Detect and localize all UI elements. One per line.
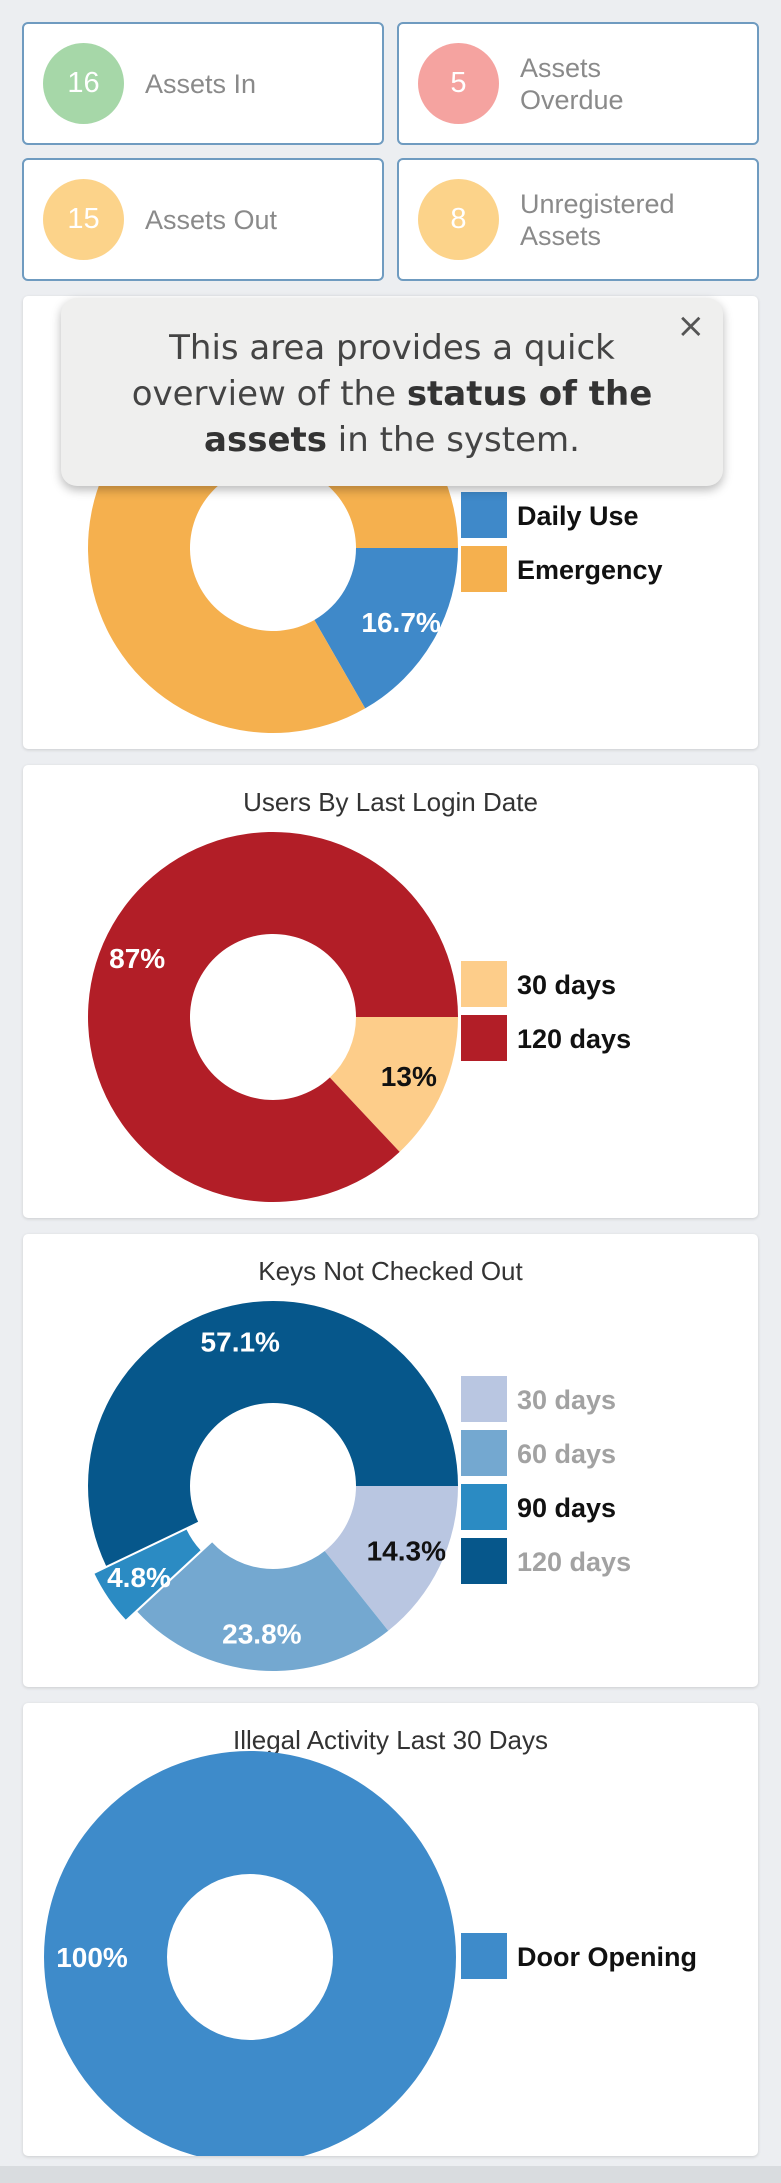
stat-card-assets-overdue[interactable]: 5 Assets Overdue: [397, 22, 759, 145]
legend-swatch[interactable]: [461, 961, 507, 1007]
chart-card-users-by-last-login: Users By Last Login Date 13% 87% 30 days 12…: [23, 765, 758, 1218]
stat-label: Assets In: [145, 68, 257, 99]
slice-label: 4.8%: [107, 1562, 171, 1593]
legend-label[interactable]: 30 days: [517, 970, 616, 1000]
slice-label: 13%: [381, 1061, 437, 1092]
chart-card-keys-not-checked-out: Keys Not Checked Out 14.3% 23.8% 4.8% 57.1%…: [23, 1234, 758, 1687]
legend-swatch[interactable]: [461, 546, 507, 592]
slice-30-days[interactable]: [324, 1486, 458, 1631]
legend-label[interactable]: Door Opening: [517, 1942, 697, 1972]
slice-label: 16.7%: [361, 607, 440, 638]
stat-count-badge: 8: [418, 179, 499, 260]
stat-label: Unregistered Assets: [520, 188, 675, 251]
stat-card-assets-in[interactable]: 16 Assets In: [22, 22, 384, 145]
donut-chart: 14.3% 23.8% 4.8% 57.1% 30 days 60 days 90 days…: [88, 1301, 631, 1671]
legend-label[interactable]: 120 days: [517, 1024, 631, 1054]
slice-door-opening[interactable]: [44, 1751, 456, 2156]
stat-card-unregistered-assets[interactable]: 8 Unregistered Assets: [397, 158, 759, 281]
slice-label: 14.3%: [367, 1535, 446, 1566]
stat-label: Assets Overdue: [520, 52, 624, 115]
chart-title: Users By Last Login Date: [243, 787, 538, 817]
info-tooltip: × This area provides a quick overview of…: [61, 298, 723, 486]
tooltip-text-start: This area provides a quick overview of t…: [131, 328, 615, 414]
slice-30-days[interactable]: [329, 1017, 458, 1152]
donut-chart: 100% Door Opening: [44, 1751, 697, 2156]
legend-swatch[interactable]: [461, 1484, 507, 1530]
slice-90-days[interactable]: [94, 1529, 201, 1620]
chart-title: Illegal Activity Last 30 Days: [232, 1725, 549, 1755]
legend-swatch[interactable]: [461, 492, 507, 538]
stat-count-badge: 16: [43, 43, 124, 124]
chart-card-illegal-activity: Illegal Activity Last 30 Days 100% Door O…: [23, 1703, 758, 2156]
chart-title: Keys Not Checked Out: [258, 1256, 523, 1286]
slice-daily-use[interactable]: [314, 548, 459, 709]
legend-label[interactable]: 30 days: [517, 1385, 616, 1415]
legend-label[interactable]: Daily Use: [517, 501, 639, 531]
slice-120-days[interactable]: [88, 1301, 458, 1566]
close-icon[interactable]: ×: [676, 306, 706, 346]
slice-label: 57.1%: [201, 1327, 280, 1358]
bottom-scroll-bar: [0, 2166, 781, 2183]
legend-swatch[interactable]: [461, 1430, 507, 1476]
legend-swatch[interactable]: [461, 1933, 507, 1979]
stat-count-badge: 5: [418, 43, 499, 124]
legend-label[interactable]: Emergency: [517, 555, 663, 585]
stat-card-assets-out[interactable]: 15 Assets Out: [22, 158, 384, 281]
donut-chart: 13% 87% 30 days 120 days: [88, 831, 631, 1202]
legend-swatch[interactable]: [461, 1376, 507, 1422]
slice-120-days[interactable]: [88, 831, 458, 1202]
slice-label: 87%: [109, 943, 165, 974]
slice-60-days[interactable]: [137, 1542, 389, 1671]
tooltip-text-bold: status of the assets: [204, 374, 653, 460]
legend-label[interactable]: 60 days: [517, 1439, 616, 1469]
tooltip-text: This area provides a quick overview of t…: [91, 325, 693, 463]
stat-label: Assets Out: [145, 204, 278, 235]
legend-label[interactable]: 120 days: [517, 1547, 631, 1577]
slice-label: 100%: [56, 1942, 128, 1973]
stat-count-badge: 15: [43, 179, 124, 260]
slice-label: 23.8%: [222, 1619, 301, 1650]
legend-swatch[interactable]: [461, 1015, 507, 1061]
legend-swatch[interactable]: [461, 1538, 507, 1584]
tooltip-text-end: in the system.: [327, 420, 580, 460]
legend-label[interactable]: 90 days: [517, 1493, 616, 1523]
